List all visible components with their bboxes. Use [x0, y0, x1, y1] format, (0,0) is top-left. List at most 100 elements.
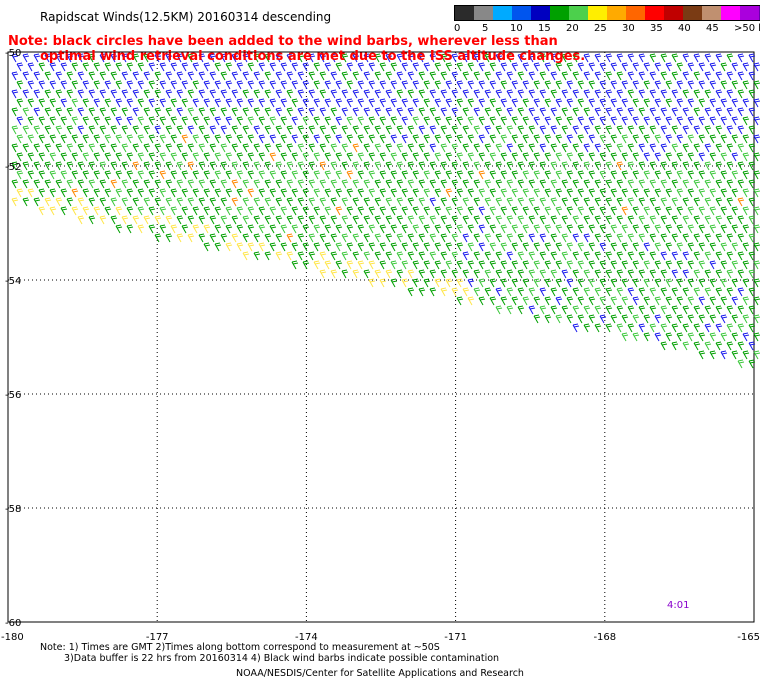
wind-barb: [550, 143, 558, 153]
wind-barb: [605, 305, 613, 315]
wind-barb: [60, 152, 68, 162]
wind-barb: [577, 206, 585, 216]
wind-barb: [665, 170, 673, 180]
wind-barb: [616, 179, 624, 189]
wind-barb: [143, 53, 151, 63]
wind-barb: [308, 197, 316, 207]
wind-barb: [341, 89, 349, 99]
wind-barb: [715, 179, 723, 189]
wind-barb: [517, 125, 525, 135]
wind-barb: [236, 170, 244, 180]
wind-barb: [693, 53, 701, 63]
wind-barb: [324, 188, 332, 198]
wind-barb: [429, 53, 437, 63]
wind-barb: [555, 314, 563, 324]
wind-barb: [704, 71, 712, 81]
colorbar-label: 10: [510, 23, 523, 34]
wind-barb: [22, 143, 30, 153]
wind-barb: [319, 53, 327, 63]
wind-barb: [489, 134, 497, 144]
wind-barb: [572, 89, 580, 99]
wind-barb: [748, 323, 756, 333]
wind-barb: [302, 116, 310, 126]
wind-barb: [495, 53, 503, 63]
wind-barb: [731, 170, 739, 180]
wind-barb: [242, 143, 250, 153]
wind-barb: [225, 116, 233, 126]
wind-barb: [170, 224, 178, 234]
wind-barb: [363, 233, 371, 243]
wind-barb: [302, 170, 310, 180]
wind-barb: [170, 98, 178, 108]
wind-barb: [154, 125, 162, 135]
wind-barb: [737, 341, 745, 351]
wind-barb: [522, 152, 530, 162]
wind-barb: [467, 134, 475, 144]
wind-barb: [137, 188, 145, 198]
wind-barb: [115, 224, 123, 234]
wind-barb: [143, 125, 151, 135]
wind-barb: [379, 80, 387, 90]
wind-barb: [346, 116, 354, 126]
wind-barb: [583, 179, 591, 189]
wind-barb: [671, 53, 679, 63]
wind-barb: [335, 170, 343, 180]
wind-barb: [489, 206, 497, 216]
wind-barb: [242, 179, 250, 189]
wind-barb: [121, 179, 129, 189]
wind-barb: [550, 89, 558, 99]
wind-barb: [297, 107, 305, 117]
wind-barb: [742, 80, 750, 90]
wind-barb: [264, 251, 272, 261]
colorbar-swatch: [588, 6, 607, 20]
wind-barb: [258, 80, 266, 90]
latitude-tick-label: -52: [5, 162, 21, 173]
wind-barb: [275, 107, 283, 117]
wind-barb: [665, 296, 673, 306]
colorbar-label: 35: [650, 23, 663, 34]
wind-barb: [341, 179, 349, 189]
wind-barb: [231, 107, 239, 117]
wind-barb: [726, 341, 734, 351]
wind-barb: [258, 242, 266, 252]
wind-barb: [731, 62, 739, 72]
wind-barb: [660, 251, 668, 261]
wind-barb: [82, 206, 90, 216]
wind-barb: [594, 125, 602, 135]
wind-barb: [533, 98, 541, 108]
wind-barb: [588, 98, 596, 108]
wind-barb: [11, 179, 19, 189]
wind-barb: [352, 143, 360, 153]
wind-barb: [330, 215, 338, 225]
wind-barb: [132, 215, 140, 225]
wind-barb: [500, 188, 508, 198]
wind-barb: [599, 278, 607, 288]
wind-barb: [533, 80, 541, 90]
wind-barb: [77, 161, 85, 171]
wind-barb: [368, 206, 376, 216]
wind-barb: [192, 224, 200, 234]
wind-barb: [511, 206, 519, 216]
wind-barb: [280, 134, 288, 144]
wind-barb: [649, 305, 657, 315]
wind-barb: [753, 296, 760, 306]
wind-barb: [264, 215, 272, 225]
wind-barb: [231, 161, 239, 171]
wind-barb: [698, 188, 706, 198]
wind-barb: [500, 116, 508, 126]
wind-barb: [484, 269, 492, 279]
wind-barb: [159, 152, 167, 162]
wind-barb: [665, 224, 673, 234]
wind-barb: [368, 170, 376, 180]
wind-barb: [363, 197, 371, 207]
wind-barb: [555, 296, 563, 306]
wind-barb: [16, 98, 24, 108]
wind-barb: [709, 314, 717, 324]
wind-barb: [616, 125, 624, 135]
wind-barb: [352, 53, 360, 63]
wind-barb: [632, 62, 640, 72]
wind-barb: [594, 53, 602, 63]
wind-barb: [115, 134, 123, 144]
wind-barb: [341, 251, 349, 261]
wind-barb: [665, 62, 673, 72]
